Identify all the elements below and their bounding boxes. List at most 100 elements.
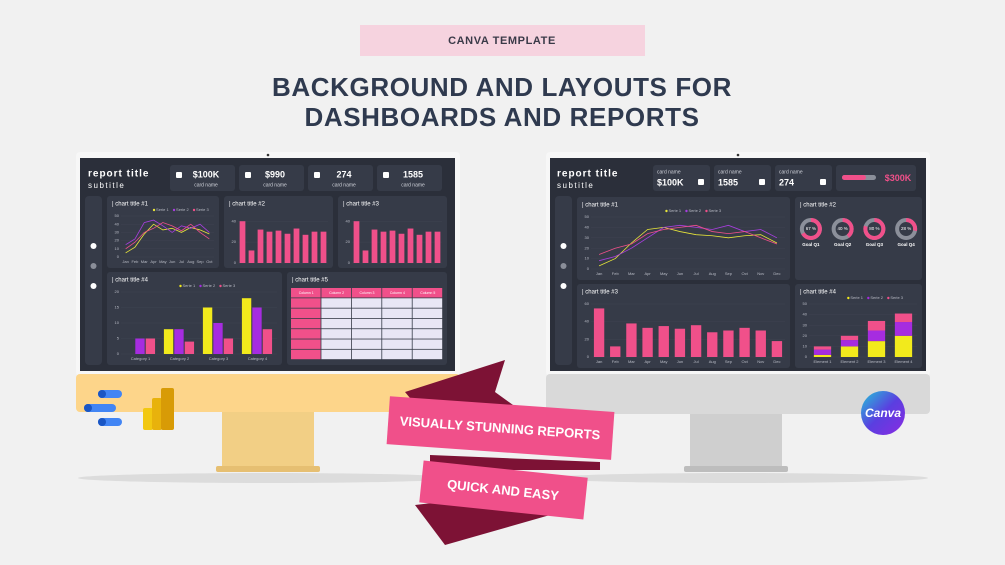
nav-icon[interactable] xyxy=(560,263,567,269)
donut-label: 80 % xyxy=(869,226,879,231)
table-header: Column 4 xyxy=(390,291,405,295)
report-title: report title xyxy=(88,169,149,180)
bar-segment xyxy=(840,346,859,357)
card xyxy=(653,165,710,191)
table-cell xyxy=(321,349,351,360)
card-icon xyxy=(245,172,251,178)
nav-icon[interactable] xyxy=(90,283,97,289)
table-header: Column 1 xyxy=(299,291,314,295)
y-tick-label: 5 xyxy=(117,336,120,341)
bar xyxy=(213,323,223,354)
legend-swatch xyxy=(705,209,708,213)
legend-label: Serie 3 xyxy=(196,207,209,212)
shadow xyxy=(548,473,928,483)
y-tick-label: 0 xyxy=(587,354,590,359)
bar xyxy=(252,307,262,354)
bar xyxy=(257,229,264,263)
bar xyxy=(362,250,369,263)
y-tick-label: 50 xyxy=(585,214,590,219)
canva-logo-text: Canva xyxy=(865,406,901,420)
y-tick-label: 0 xyxy=(587,266,590,271)
report-subtitle: subtitle xyxy=(557,181,594,190)
dashboards: $100K card name $990 card name 274 card name 1… xyxy=(107,165,922,368)
donut-arc xyxy=(831,218,854,240)
shadow xyxy=(78,473,458,483)
x-tick-label: Sep xyxy=(196,259,204,264)
progress-fill xyxy=(842,175,866,180)
card-value: $100K xyxy=(193,169,220,179)
bar xyxy=(239,221,246,263)
bar xyxy=(610,346,621,357)
x-tick-label: May xyxy=(159,259,167,264)
bar xyxy=(184,341,195,354)
bar-segment xyxy=(813,349,832,355)
x-tick-label: Jan xyxy=(122,259,128,264)
table-cell xyxy=(291,308,321,319)
y-tick-label: 10 xyxy=(585,256,590,261)
chart-panel xyxy=(577,197,790,280)
report-title: report title xyxy=(557,169,618,180)
bar xyxy=(248,250,255,263)
table-cell xyxy=(382,318,412,329)
card xyxy=(170,165,235,191)
nav-icon[interactable] xyxy=(90,243,97,249)
nav-icon[interactable] xyxy=(560,283,567,289)
x-tick-label: Sep xyxy=(725,359,733,364)
camera xyxy=(266,153,270,157)
bar xyxy=(371,229,378,263)
x-tick-label: Oct xyxy=(741,359,748,364)
x-tick-label: Jul xyxy=(179,259,184,264)
headline: BACKGROUND AND LAYOUTS FOR xyxy=(272,72,732,102)
bar xyxy=(755,330,766,357)
card-label: card name xyxy=(779,169,803,175)
chart-title: | chart title #1 xyxy=(582,203,619,209)
x-tick-label: Feb xyxy=(131,259,139,264)
bar xyxy=(398,233,405,263)
table-header: Column 2 xyxy=(329,291,344,295)
x-tick-label: Mar xyxy=(628,359,636,364)
table-cell xyxy=(291,298,321,308)
bar xyxy=(266,231,273,263)
nav-icon[interactable] xyxy=(90,263,97,269)
sidebar xyxy=(85,196,102,365)
chart-title: | chart title #4 xyxy=(800,290,837,296)
nav-icon[interactable] xyxy=(560,243,567,249)
x-tick-label: Element 4 xyxy=(894,359,913,364)
card-icon xyxy=(698,179,704,185)
legend-label: Serie 3 xyxy=(890,295,903,300)
goal-label: Goal Q4 xyxy=(897,242,915,247)
y-tick-label: 20 xyxy=(232,239,237,244)
monitor-base xyxy=(216,466,320,472)
goal-label: Goal Q1 xyxy=(802,242,820,247)
table-cell xyxy=(321,308,351,319)
y-tick-label: 0 xyxy=(117,254,120,259)
donut-label: 67 % xyxy=(806,226,816,231)
bar xyxy=(223,338,234,354)
bar xyxy=(275,230,282,263)
bar xyxy=(293,228,300,263)
table-header-cell xyxy=(321,288,351,298)
table-cell xyxy=(412,298,443,308)
x-tick-label: Nov xyxy=(757,271,764,276)
table-cell xyxy=(351,318,382,329)
y-tick-label: 20 xyxy=(346,239,351,244)
y-tick-label: 20 xyxy=(585,245,590,250)
table-cell xyxy=(412,308,443,319)
y-tick-label: 50 xyxy=(115,213,120,218)
chart-title: | chart title #3 xyxy=(582,290,619,296)
x-tick-label: Category 3 xyxy=(209,356,229,361)
y-tick-label: 10 xyxy=(115,246,120,251)
table-cell xyxy=(412,339,443,349)
table-cell xyxy=(412,318,443,329)
bar xyxy=(425,231,432,263)
x-tick-label: Jul xyxy=(694,359,699,364)
x-tick-label: Nov xyxy=(757,359,764,364)
legend-swatch xyxy=(867,296,870,300)
banner: QUICK AND EASY xyxy=(419,460,588,520)
y-tick-label: 50 xyxy=(803,301,808,306)
badge xyxy=(360,25,645,56)
goal-label: Goal Q3 xyxy=(866,242,884,247)
line xyxy=(598,224,778,255)
